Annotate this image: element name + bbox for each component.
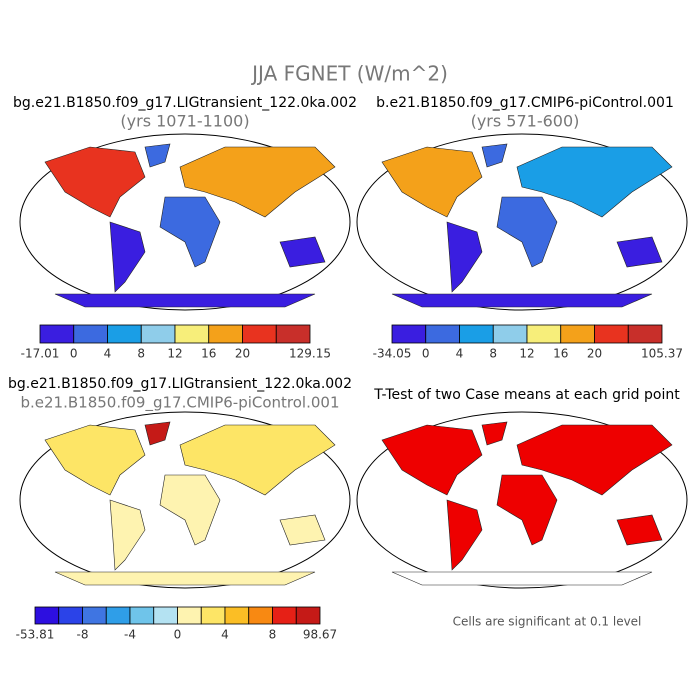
colorbar-swatch: [107, 324, 142, 344]
colorbar-label: 8: [489, 347, 497, 361]
colorbar-label: 8: [269, 628, 277, 642]
colorbar-swatch: [105, 606, 131, 625]
figure-title: JJA FGNET (W/m^2): [250, 62, 448, 86]
land: [391, 293, 653, 308]
colorbar-label: 105.37: [641, 347, 683, 361]
colorbar-swatch: [627, 324, 663, 344]
colorbar-label: 12: [167, 347, 182, 361]
land: [616, 236, 663, 268]
land: [516, 424, 673, 496]
land: [44, 146, 146, 218]
colorbar-swatch: [295, 606, 321, 625]
panel-title: b.e21.B1850.f09_g17.CMIP6-piControl.001: [376, 95, 674, 111]
colorbar-swatch: [242, 324, 277, 344]
colorbar-label: 4: [104, 347, 112, 361]
colorbar-label: 16: [201, 347, 216, 361]
colorbar-swatch: [492, 324, 528, 344]
land: [616, 514, 663, 546]
note: Cells are significant at 0.1 level: [453, 615, 642, 629]
land: [481, 143, 508, 168]
colorbar-label: 0: [174, 628, 182, 642]
land: [159, 196, 221, 268]
colorbar-label: 20: [587, 347, 602, 361]
colorbar-label: -8: [77, 628, 89, 642]
colorbar-label: -4: [124, 628, 136, 642]
land: [144, 421, 171, 446]
colorbar-label: 4: [221, 628, 229, 642]
colorbar-swatch: [39, 324, 75, 344]
colorbar-swatch: [140, 324, 176, 344]
land: [144, 143, 171, 168]
colorbar-swatch: [129, 606, 155, 625]
colorbar-label: 12: [519, 347, 534, 361]
colorbar-swatch: [224, 606, 250, 625]
land: [381, 424, 483, 496]
colorbar-label: 16: [553, 347, 568, 361]
colorbar-label: 0: [422, 347, 430, 361]
colorbar-label: -17.01: [21, 347, 60, 361]
land: [279, 514, 326, 546]
colorbar-label: 8: [137, 347, 145, 361]
colorbar-swatch: [73, 324, 108, 344]
colorbar-label: 20: [235, 347, 250, 361]
colorbar-swatch: [275, 324, 311, 344]
land: [381, 146, 483, 218]
colorbar-label: 98.67: [303, 628, 337, 642]
panel-title: bg.e21.B1850.f09_g17.LIGtransient_122.0k…: [13, 95, 357, 111]
colorbar-label: -53.81: [16, 628, 55, 642]
land: [159, 474, 221, 546]
land: [54, 571, 316, 586]
colorbar-swatch: [200, 606, 226, 625]
colorbar-label: 0: [70, 347, 78, 361]
colorbar-swatch: [248, 606, 273, 625]
colorbar-swatch: [526, 324, 562, 344]
colorbar-label: 129.15: [289, 347, 331, 361]
map: [19, 133, 351, 311]
land: [279, 236, 326, 268]
colorbar-swatch: [425, 324, 460, 344]
colorbar-swatch: [58, 606, 83, 625]
panel-subtitle: (yrs 1071-1100): [120, 112, 249, 131]
panel-subtitle: (yrs 571-600): [471, 112, 580, 131]
land: [109, 221, 146, 293]
land: [446, 499, 483, 571]
colorbar-label: -34.05: [373, 347, 412, 361]
colorbar-swatch: [391, 324, 427, 344]
panel-title: T-Test of two Case means at each grid po…: [373, 387, 680, 403]
colorbar-label: 4: [456, 347, 464, 361]
colorbar-swatch: [208, 324, 243, 344]
land: [54, 293, 316, 308]
colorbar-swatch: [177, 606, 202, 625]
colorbar-swatch: [560, 324, 595, 344]
land: [496, 474, 558, 546]
land: [516, 146, 673, 218]
map: [19, 411, 351, 589]
map: [356, 411, 688, 589]
land: [179, 424, 336, 496]
land: [391, 571, 653, 586]
land: [44, 424, 146, 496]
panel-subtitle: b.e21.B1850.f09_g17.CMIP6-piControl.001: [21, 394, 340, 413]
colorbar-swatch: [153, 606, 178, 625]
land: [496, 196, 558, 268]
colorbar-swatch: [174, 324, 210, 344]
colorbar-swatch: [82, 606, 107, 625]
panel-title: bg.e21.B1850.f09_g17.LIGtransient_122.0k…: [8, 376, 352, 392]
colorbar-swatch: [594, 324, 629, 344]
land: [179, 146, 336, 218]
land: [109, 499, 146, 571]
land: [481, 421, 508, 446]
colorbar-swatch: [34, 606, 60, 625]
land: [446, 221, 483, 293]
map: [356, 133, 688, 311]
colorbar-swatch: [272, 606, 297, 625]
colorbar-swatch: [459, 324, 494, 344]
